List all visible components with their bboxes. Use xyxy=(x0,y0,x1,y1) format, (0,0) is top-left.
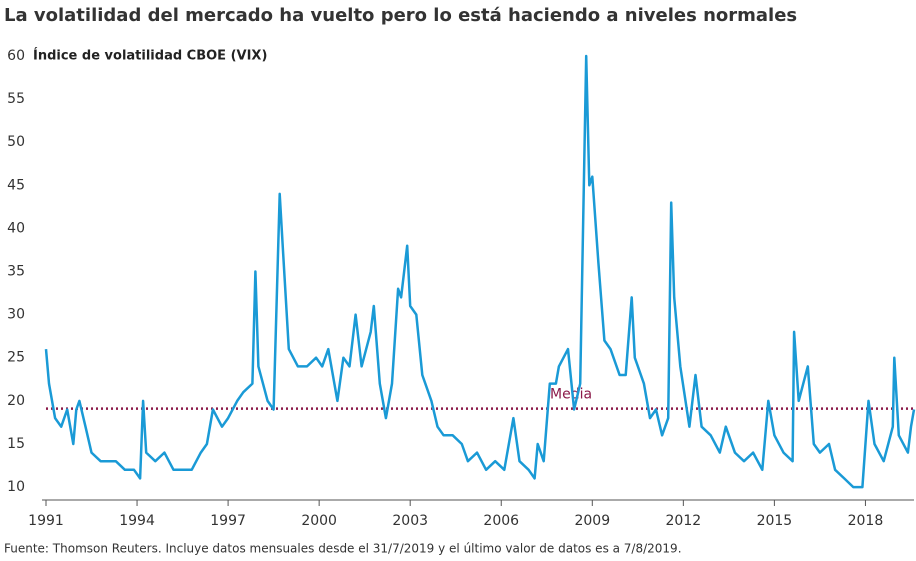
y-tick-label: 10 xyxy=(7,479,25,495)
x-tick-label: 2000 xyxy=(301,513,337,529)
y-tick-label: 20 xyxy=(7,393,25,409)
y-tick-label: 60 xyxy=(7,48,25,64)
x-tick-label: 2015 xyxy=(757,513,793,529)
x-tick-label: 2006 xyxy=(483,513,519,529)
y-tick-label: 45 xyxy=(7,177,25,193)
chart-title: La volatilidad del mercado ha vuelto per… xyxy=(4,5,797,26)
y-tick-label: 15 xyxy=(7,436,25,452)
x-tick-label: 1991 xyxy=(28,513,64,529)
y-tick-label: 30 xyxy=(7,307,25,323)
vix-line xyxy=(44,54,916,489)
x-tick-label: 2018 xyxy=(848,513,884,529)
source-note: Fuente: Thomson Reuters. Incluye datos m… xyxy=(4,542,682,556)
x-tick-label: 2012 xyxy=(666,513,702,529)
y-tick-label: 50 xyxy=(7,134,25,150)
x-tick-label: 1997 xyxy=(210,513,246,529)
x-tick-label: 1994 xyxy=(119,513,155,529)
y-tick-label: 40 xyxy=(7,220,25,236)
x-tick-label: 2003 xyxy=(392,513,428,529)
mean-label: Media xyxy=(550,387,592,403)
x-tick-label: 2009 xyxy=(574,513,610,529)
y-tick-label: 25 xyxy=(7,350,25,366)
y-tick-label: 55 xyxy=(7,91,25,107)
y-axis-label: Índice de volatilidad CBOE (VIX) xyxy=(33,48,267,64)
y-tick-label: 35 xyxy=(7,264,25,280)
